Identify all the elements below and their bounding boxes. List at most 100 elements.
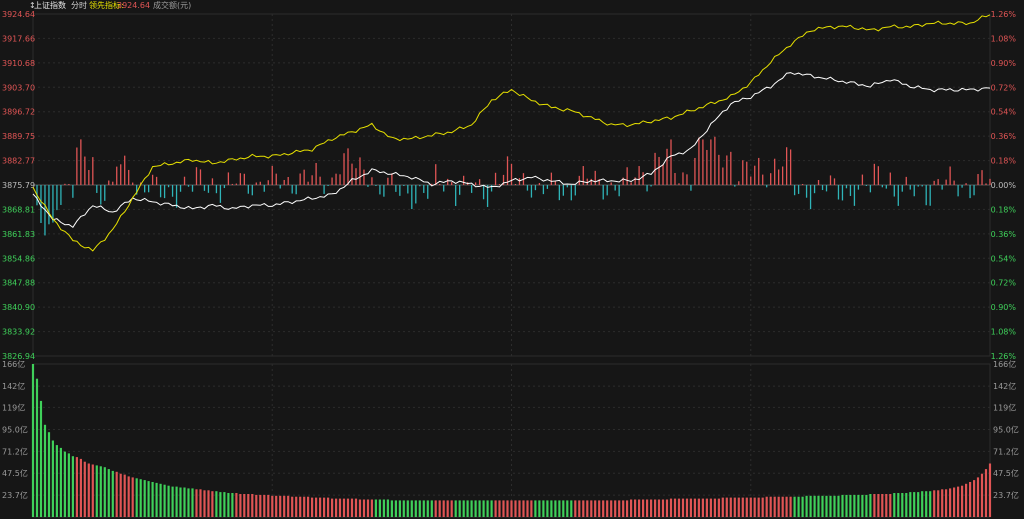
volume-bar [777,496,780,517]
volume-bar [295,496,298,517]
volume-bar [681,498,685,517]
volume-bar [614,500,617,517]
volume-bar [482,500,485,517]
volume-bar [805,495,808,517]
volume-bar [235,493,238,517]
volume-tick-label-right: 23.7亿 [993,490,1019,500]
volume-bar [410,500,413,517]
volume-bar [813,495,816,517]
lead-indicator-value: 3924.64 [117,1,151,10]
volume-bar [414,500,417,517]
volume-bar [618,500,621,517]
volume-bar [586,500,589,517]
price-tick-label: 3882.77 [2,157,35,166]
volume-tick-label: 95.0亿 [2,424,28,434]
index-name[interactable]: 上证指数 [34,1,66,10]
price-tick-label: 3833.92 [2,328,35,337]
volume-bar [988,463,992,517]
volume-bar [566,500,569,517]
lead-indicator-label: 领先指标: [89,1,124,10]
pct-tick-label: 1.26% [991,10,1017,19]
volume-bar [905,493,908,517]
volume-bar [526,500,529,517]
volume-bar [721,497,724,517]
volume-bar [642,499,645,517]
pct-tick-label: 0.90% [991,59,1017,68]
chart-mode-tab[interactable]: 分时 [71,1,87,10]
volume-bar [283,495,286,517]
volume-bar [969,482,972,517]
volume-bar [785,496,788,517]
volume-bar [123,474,126,517]
price-tick-label: 3917.66 [2,34,35,43]
volume-bar [550,500,553,517]
volume-bar [606,500,609,517]
volume-bar [753,497,756,517]
volume-tick-label: 142亿 [2,381,25,391]
volume-bar [239,494,242,517]
price-tick-label: 3924.64 [2,10,35,19]
volume-bar [650,499,653,517]
volume-bar [833,495,836,517]
volume-bar [689,498,692,517]
pct-tick-label: 1.26% [991,352,1017,361]
volume-bar [538,500,541,517]
volume-bar [757,497,760,517]
volume-bar [737,497,740,517]
volume-bar [510,500,513,517]
volume-bar [39,400,43,517]
volume-bar [243,494,246,517]
volume-bar [251,494,254,517]
volume-bar [741,497,744,517]
volume-bar [761,497,764,517]
volume-bar [518,500,521,517]
volume-bar [941,489,944,517]
volume-bar [155,482,158,517]
crosshair-cursor-icon: ↕ [29,1,36,10]
volume-bar [307,496,310,517]
volume-bar [693,498,696,517]
volume-tick-label-right: 47.5亿 [993,468,1019,478]
volume-bar [147,481,150,517]
volume-bar [303,496,306,517]
index-price-line [32,72,991,229]
volume-bar [386,499,389,517]
volume-bar [677,498,681,517]
volume-bar [638,499,641,517]
volume-bar [546,500,549,517]
volume-bar [901,493,904,517]
volume-bar [869,494,872,517]
volume-bar [247,494,250,517]
volume-bar [765,496,768,517]
volume-bar [490,500,493,517]
volume-bar [402,500,405,517]
volume-bar [279,495,282,517]
pct-tick-label: 0.36% [991,132,1017,141]
volume-bar [921,491,924,517]
volume-bar [151,482,154,517]
price-tick-label: 3868.81 [2,205,35,214]
volume-bar [574,500,577,517]
volume-bar [442,500,445,517]
volume-bar [327,497,330,517]
volume-bar [530,500,533,517]
pct-tick-label: 0.00% [991,181,1017,190]
volume-bar [171,486,174,517]
volume-bar [115,471,118,517]
volume-tick-label-right: 142亿 [993,381,1016,391]
volume-bar [817,495,820,517]
volume-bar [263,494,266,517]
volume-bar [570,500,573,517]
volume-bar [976,477,980,517]
volume-bar [159,483,162,517]
volume-bar [709,498,712,517]
volume-bar [929,491,932,517]
volume-bar [697,498,700,517]
volume-bar [733,497,736,517]
volume-bar [478,500,481,517]
volume-bar [311,497,314,517]
volume-bar [215,491,218,517]
volume-bar [390,500,393,517]
volume-bar [626,500,629,517]
